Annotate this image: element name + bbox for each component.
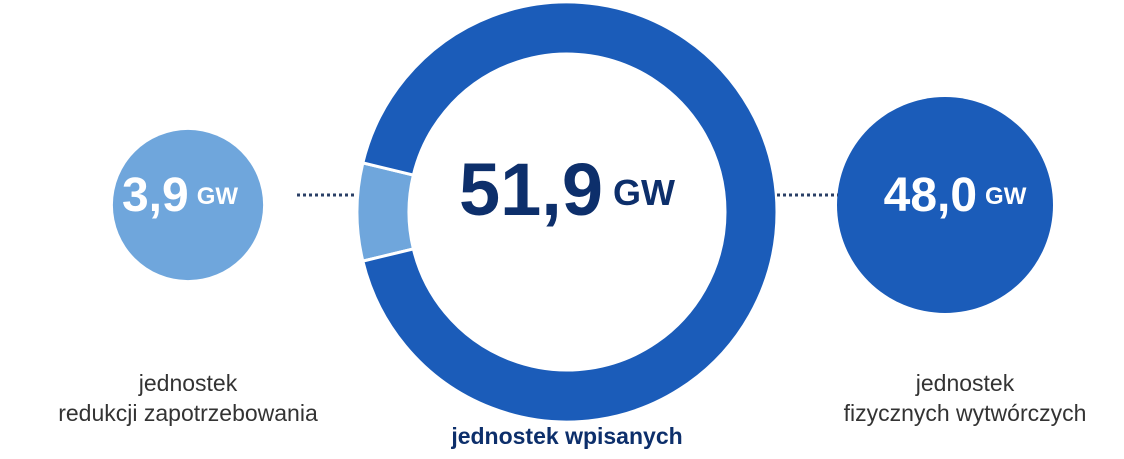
value: 48,0 [884, 169, 977, 222]
total-caption: jednostek wpisanych [450, 423, 682, 449]
value: 3,9 [122, 169, 189, 222]
unit: GW [197, 183, 239, 210]
unit: GW [613, 172, 675, 213]
caption: jednostek [138, 370, 238, 396]
marks [112, 0, 1053, 424]
value-label: 48,0 GW [884, 169, 1027, 222]
donut-segment [355, 161, 416, 263]
value-label: 3,9 GW [122, 169, 238, 222]
caption: fizycznych wytwórczych [844, 400, 1087, 426]
total-label: 51,9 GW [459, 148, 675, 231]
unit: GW [985, 183, 1027, 210]
caption: redukcji zapotrzebowania [58, 400, 318, 426]
donut-segment [361, 0, 779, 424]
caption: jednostek [915, 370, 1015, 396]
total: 51,9 [459, 148, 603, 231]
bubble [112, 129, 264, 281]
bubble [837, 97, 1053, 313]
